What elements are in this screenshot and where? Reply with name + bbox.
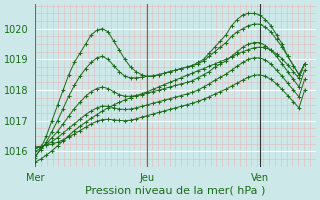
X-axis label: Pression niveau de la mer( hPa ): Pression niveau de la mer( hPa ) xyxy=(85,186,266,196)
